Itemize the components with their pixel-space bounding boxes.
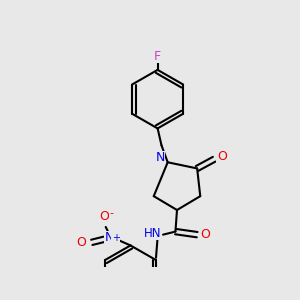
Text: O: O [200,228,210,241]
Text: +: + [112,233,120,243]
Text: F: F [154,50,161,62]
Text: HN: HN [143,226,161,240]
Text: O: O [217,150,227,163]
Text: -: - [110,208,114,218]
Text: N: N [105,231,114,244]
Text: O: O [76,236,86,249]
Text: N: N [155,151,165,164]
Text: O: O [99,210,109,223]
